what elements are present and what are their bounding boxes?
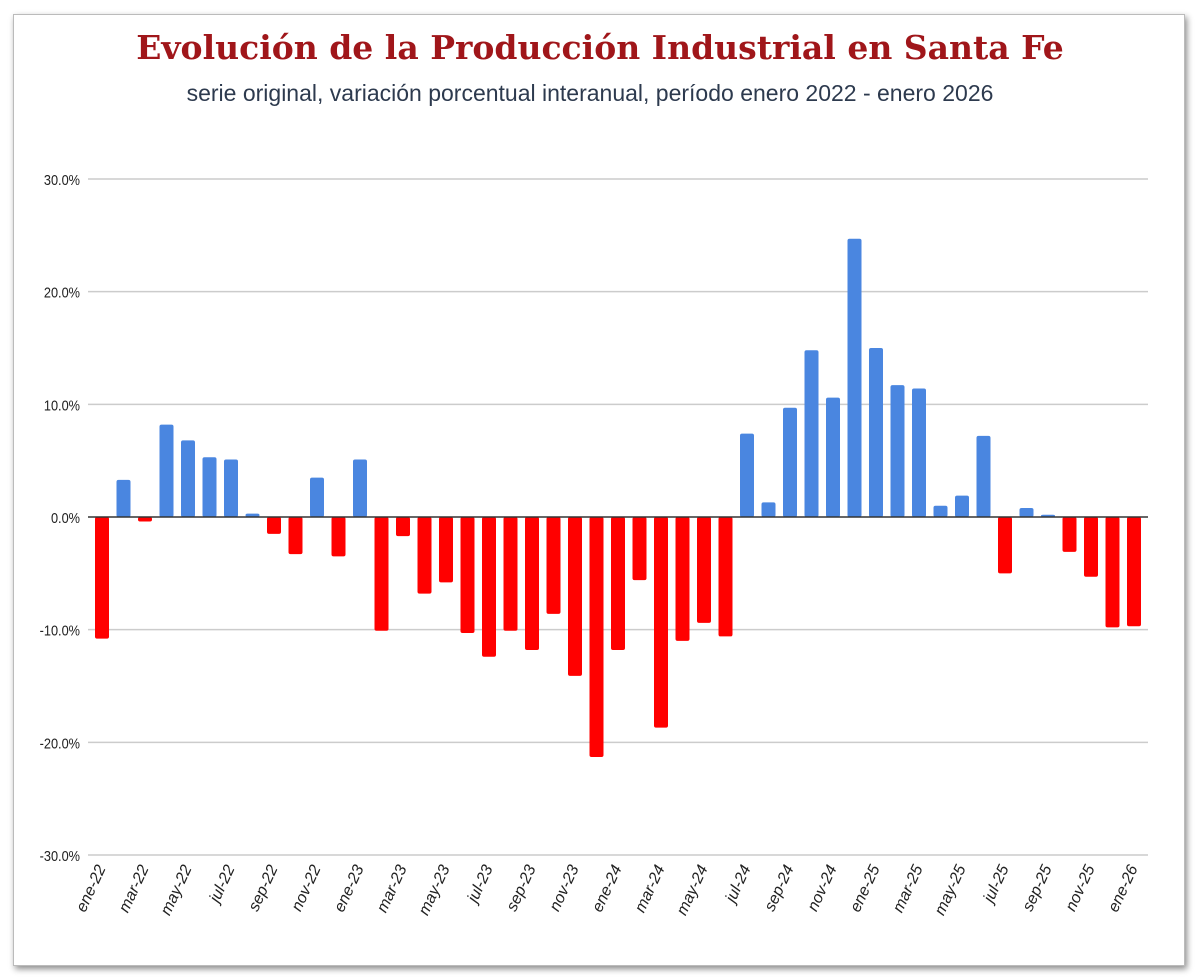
bar-may-23 [439, 517, 453, 583]
bar-may-22 [181, 440, 195, 517]
bar-ene-24 [611, 517, 625, 650]
x-tick-label: jul-24 [722, 862, 755, 907]
chart-subtitle: serie original, variación porcentual int… [186, 80, 994, 106]
bar-mar-23 [396, 517, 410, 537]
bar-ago-23 [503, 517, 518, 631]
bar-oct-25 [1062, 517, 1077, 552]
x-tick-label: may-25 [932, 862, 970, 918]
bar-dic-22 [331, 517, 346, 557]
x-tick-label: jul-25 [980, 862, 1013, 907]
y-tick-label: 20.0% [44, 284, 80, 301]
bar-nov-24 [826, 397, 840, 517]
bar-feb-25 [890, 385, 905, 517]
x-tick-label: ene-24 [589, 862, 626, 914]
bar-abr-23 [417, 517, 432, 594]
bar-abr-22 [159, 424, 174, 517]
bar-jun-22 [202, 457, 217, 517]
bar-may-24 [697, 517, 711, 623]
x-tick-label: ene-22 [73, 862, 110, 914]
x-tick-label: sep-23 [504, 862, 540, 914]
bar-sep-24 [783, 407, 797, 517]
bar-dic-24 [847, 238, 862, 518]
x-tick-label: ene-25 [847, 862, 884, 914]
x-tick-label: sep-24 [762, 862, 798, 914]
x-tick-label: sep-22 [246, 862, 282, 914]
bar-nov-25 [1084, 517, 1098, 577]
bar-oct-24 [804, 350, 819, 517]
bar-ene-25 [869, 348, 883, 517]
x-tick-label: mar-22 [116, 862, 153, 915]
bar-ago-22 [245, 513, 260, 517]
x-tick-label: may-24 [674, 862, 712, 918]
bar-mar-24 [654, 517, 668, 728]
bar-mar-25 [912, 388, 926, 517]
bar-jul-23 [482, 517, 496, 657]
x-tick-label: mar-24 [632, 862, 669, 915]
bar-oct-23 [546, 517, 561, 614]
x-tick-label: nov-22 [289, 862, 325, 914]
x-tick-label: mar-23 [374, 862, 411, 915]
bar-sep-22 [267, 517, 281, 534]
bar-ago-24 [761, 502, 776, 517]
x-tick-label: ene-26 [1105, 862, 1142, 914]
bar-abr-25 [933, 505, 948, 517]
y-tick-label: 30.0% [44, 171, 80, 188]
chart-title: Evolución de la Producción Industrial en… [136, 28, 1064, 67]
bar-mar-22 [138, 517, 152, 522]
bar-ago-25 [1019, 507, 1034, 517]
bar-nov-22 [310, 477, 324, 517]
x-tick-label: may-23 [416, 862, 454, 918]
bar-feb-23 [374, 517, 389, 631]
bar-abr-24 [675, 517, 690, 641]
y-tick-label: -20.0% [40, 734, 80, 751]
y-tick-label: -10.0% [40, 622, 80, 639]
bar-sep-23 [525, 517, 539, 650]
x-tick-label: nov-25 [1063, 862, 1099, 914]
bar-dic-23 [589, 517, 604, 757]
bar-may-25 [955, 495, 969, 517]
bar-nov-23 [568, 517, 582, 676]
bar-ene-22 [95, 517, 109, 639]
bar-ene-23 [353, 459, 367, 517]
y-tick-label: 0.0% [51, 509, 80, 526]
x-tick-label: jul-22 [206, 862, 239, 907]
x-tick-label: nov-23 [547, 862, 583, 914]
bar-jul-24 [740, 433, 754, 517]
bar-dic-25 [1105, 517, 1120, 628]
x-tick-label: may-22 [158, 862, 196, 918]
y-tick-label: -30.0% [40, 847, 80, 864]
bar-ene-26 [1127, 517, 1141, 627]
y-tick-label: 10.0% [44, 396, 80, 413]
x-tick-label: sep-25 [1020, 862, 1056, 914]
x-tick-label: nov-24 [805, 862, 841, 914]
bar-jun-25 [976, 435, 991, 517]
bar-jun-24 [718, 517, 733, 637]
bar-jul-22 [224, 459, 238, 517]
x-tick-label: mar-25 [890, 862, 927, 915]
x-tick-label: ene-23 [331, 862, 368, 914]
bar-jun-23 [460, 517, 475, 634]
bar-feb-22 [116, 479, 131, 517]
bar-oct-22 [288, 517, 303, 555]
bar-feb-24 [632, 517, 647, 581]
bar-jul-25 [998, 517, 1012, 574]
x-tick-label: jul-23 [464, 862, 497, 907]
